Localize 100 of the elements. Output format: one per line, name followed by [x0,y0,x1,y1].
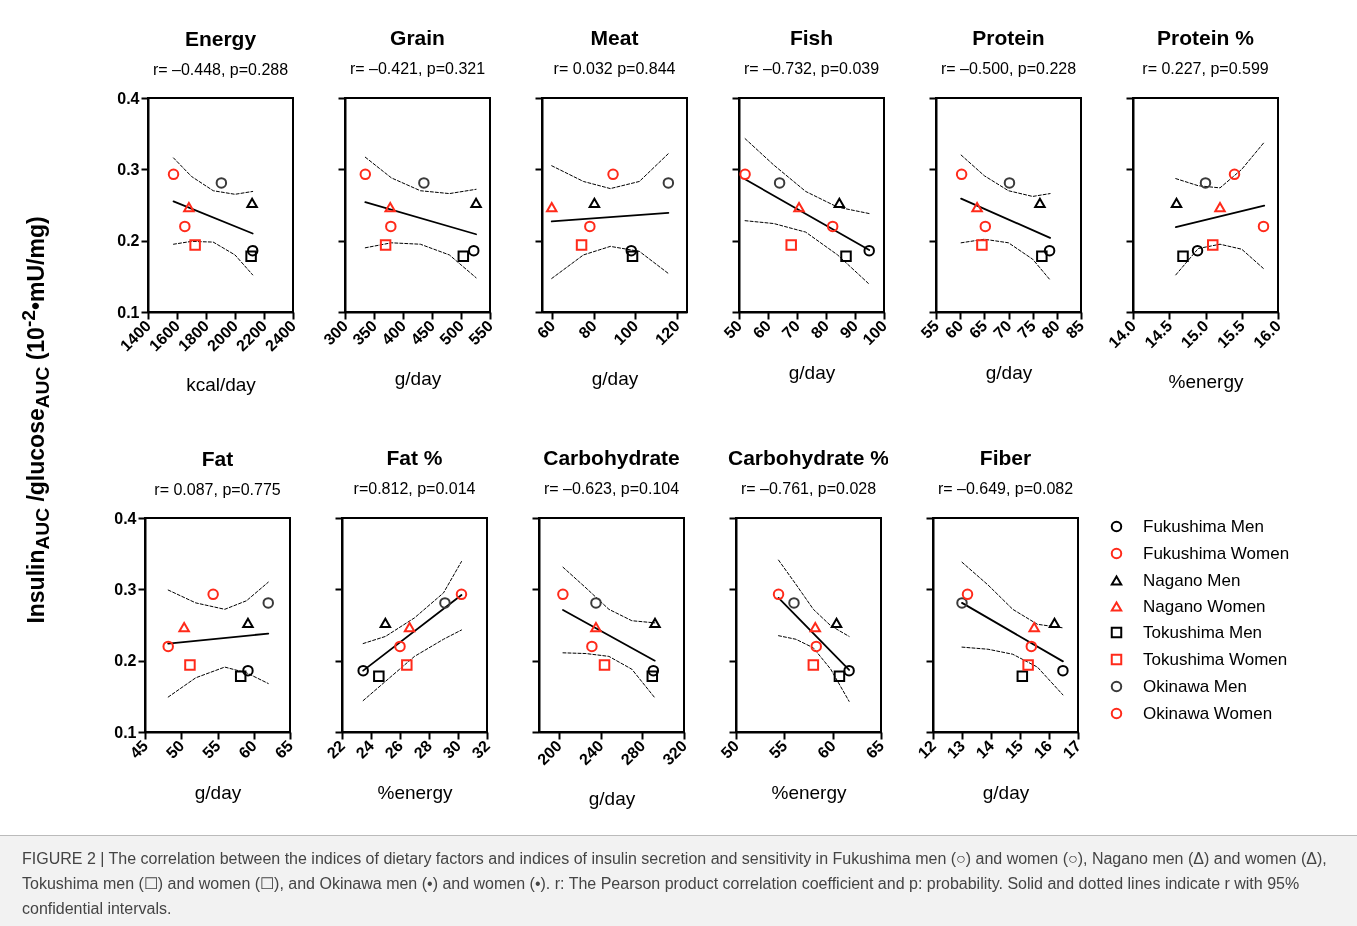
x-tick-label: 26 [381,737,407,762]
point [788,597,800,609]
point [439,597,451,609]
x-tick-label: 16 [1030,737,1056,762]
point [1057,664,1069,677]
point [1207,239,1219,251]
point [379,239,392,251]
point [384,202,396,213]
x-axis-title: g/day [591,368,639,390]
point [956,597,968,609]
point [189,239,201,251]
x-tick-label: 70 [990,317,1015,342]
x-tick-label: 120 [651,317,683,349]
x-tick-label: 16.0 [1250,317,1285,352]
x-tick-label: 32 [468,737,494,762]
point [403,622,416,633]
x-tick-label: 24 [352,737,378,762]
x-tick-label: 15 [1001,737,1027,762]
legend-label: Okinawa Women [1143,703,1273,723]
point [607,168,619,181]
chart-title: Carbohydrate % [727,446,890,469]
x-tick-label: 13 [943,737,969,762]
x-tick-label: 55 [765,737,791,762]
x-axis-title: %energy [1168,371,1244,393]
point [470,197,482,208]
point [394,640,406,653]
chart-title: Meat [590,26,639,49]
x-axis-title: g/day [394,368,442,390]
legend-label: Tokushima Men [1143,622,1263,642]
x-axis-title: g/day [588,788,636,810]
x-tick-label: 60 [749,317,775,342]
y-tick-label: 0.2 [114,652,137,670]
chart-subtitle: r=0.812, p=0.014 [353,480,476,497]
x-axis-title: kcal/day [186,374,257,396]
caption: FIGURE 2 | The correlation between the indices of dietary factors and indices of insulin secretion and sensitivity in Fukushima men (○) and women (○), Nagano men (Δ) and women (Δ), Tokushima men (☐) and women (☐), and Okinawa men (•) and women (•). r: The Pearson product correlation coefficient and p: probability. Solid and dotted lines indicate r with 95% confidential intervals. [0,835,1357,926]
y-tick-label: 0.1 [117,303,140,321]
line-series [173,240,254,276]
point [772,588,785,601]
point [575,239,588,251]
chart-subtitle: r= –0.761, p=0.028 [740,480,877,497]
x-tick-label: 12 [914,737,940,762]
point [246,244,259,257]
chart-subtitle: r= –0.500, p=0.228 [940,60,1077,77]
x-tick-label: 50 [720,317,746,342]
x-tick-label: 55 [199,737,224,762]
point [167,168,180,181]
x-tick-label: 85 [1062,317,1088,342]
x-axis-title: g/day [985,361,1033,383]
point [178,622,190,633]
x-tick-label: 30 [439,737,465,762]
point [234,670,247,683]
x-tick-label: 17 [1059,737,1085,762]
chart-subtitle: r= 0.032 p=0.844 [553,60,676,77]
point [833,197,846,208]
chart-subtitle: r= –0.649, p=0.082 [937,480,1074,497]
point [557,588,569,601]
x-tick-label: 55 [917,317,943,342]
point [584,220,596,233]
point [242,664,254,677]
y-tick-label: 0.3 [114,580,137,598]
point [1177,250,1189,263]
x-tick-label: 320 [659,737,691,769]
point [1036,250,1048,263]
point [810,640,822,653]
point [598,659,611,671]
point [588,197,601,208]
point [246,197,258,208]
x-tick-label: 100 [610,317,642,349]
x-tick-label: 50 [717,737,743,762]
point [162,640,174,653]
x-tick-label: 100 [859,317,891,349]
point [207,588,219,601]
point [626,250,639,263]
point [979,220,992,233]
legend-label: Nagano Women [1143,596,1266,616]
point [245,250,257,263]
x-tick-label: 80 [1038,317,1064,342]
chart-title: Energy [184,27,257,50]
point [590,597,602,609]
chart-title: Fat [201,447,234,470]
x-tick-label: 14 [972,737,998,762]
point [625,244,638,257]
point [373,670,385,683]
chart-title: Fat % [386,446,443,469]
x-tick-label: 75 [1014,317,1039,342]
point [1048,617,1061,628]
y-tick-label: 0.4 [114,509,137,527]
legend-label: Okinawa Men [1143,676,1247,696]
x-tick-label: 65 [271,737,297,762]
line-series [167,666,269,698]
point [418,177,430,189]
x-tick-label: 350 [349,317,381,349]
chart-title: Protein [972,26,1045,49]
x-tick-label: 80 [807,317,833,342]
point [468,244,480,257]
x-tick-label: 50 [162,737,188,762]
point [1191,244,1204,257]
point [863,244,875,257]
x-axis-title: %energy [771,781,847,803]
x-tick-label: 65 [965,317,991,342]
